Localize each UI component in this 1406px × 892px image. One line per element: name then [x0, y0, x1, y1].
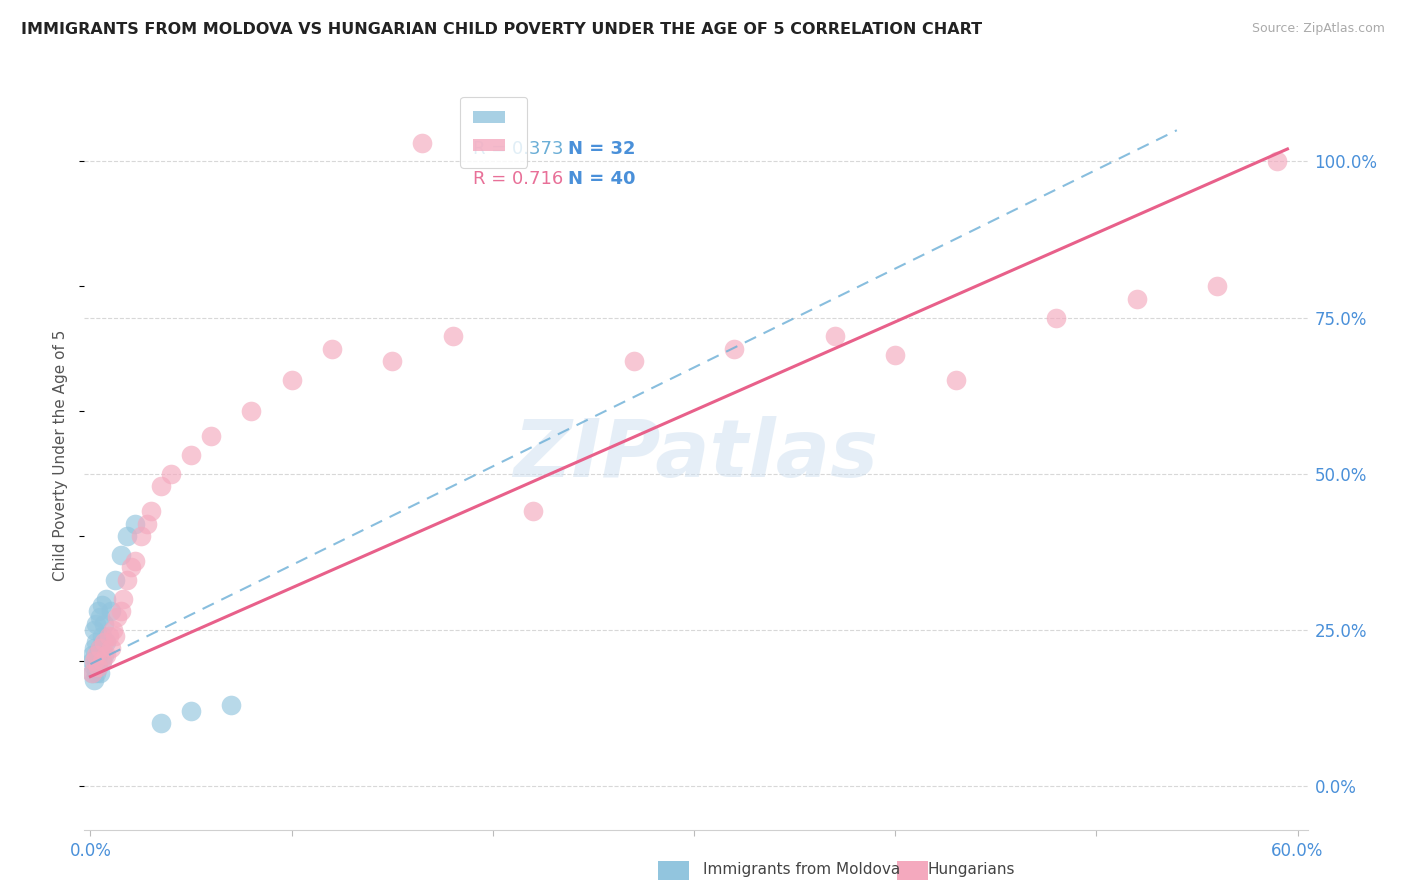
Point — [82, 666, 104, 681]
Text: Hungarians: Hungarians — [928, 863, 1015, 877]
Point — [411, 136, 433, 150]
Point — [103, 629, 125, 643]
Point — [93, 616, 115, 631]
Point — [1045, 310, 1067, 325]
Point — [824, 329, 846, 343]
Point — [945, 373, 967, 387]
Point — [83, 660, 105, 674]
Point — [82, 666, 104, 681]
Point — [1125, 292, 1147, 306]
Point — [89, 641, 111, 656]
Point — [120, 560, 142, 574]
Point — [180, 448, 202, 462]
Point — [110, 548, 132, 562]
Point — [110, 604, 132, 618]
Point — [86, 616, 108, 631]
Point — [124, 516, 146, 531]
Point — [89, 641, 111, 656]
Point — [111, 591, 134, 606]
Point — [160, 467, 183, 481]
Point — [82, 654, 104, 668]
Point — [87, 604, 110, 618]
Point — [89, 610, 111, 624]
Point — [93, 648, 115, 662]
Point — [89, 666, 111, 681]
Point — [124, 554, 146, 568]
Point — [103, 573, 125, 587]
Point — [1206, 279, 1229, 293]
Point — [723, 342, 745, 356]
Point — [321, 342, 343, 356]
Point — [884, 348, 907, 362]
Point — [86, 635, 108, 649]
Point — [96, 591, 118, 606]
Legend: , : , — [460, 97, 527, 168]
Point — [623, 354, 645, 368]
Text: IMMIGRANTS FROM MOLDOVA VS HUNGARIAN CHILD POVERTY UNDER THE AGE OF 5 CORRELATIO: IMMIGRANTS FROM MOLDOVA VS HUNGARIAN CHI… — [21, 22, 983, 37]
Point — [91, 654, 114, 668]
Point — [129, 529, 152, 543]
Text: N = 40: N = 40 — [568, 170, 636, 188]
Point — [83, 641, 105, 656]
Text: Source: ZipAtlas.com: Source: ZipAtlas.com — [1251, 22, 1385, 36]
Point — [100, 604, 122, 618]
Text: N = 32: N = 32 — [568, 140, 636, 158]
Point — [240, 404, 263, 418]
Point — [105, 610, 128, 624]
Point — [87, 660, 110, 674]
Point — [381, 354, 404, 368]
Point — [219, 698, 242, 712]
Point — [280, 373, 302, 387]
Point — [1267, 154, 1289, 169]
Text: Immigrants from Moldova: Immigrants from Moldova — [703, 863, 900, 877]
Text: R = 0.716: R = 0.716 — [474, 170, 564, 188]
Point — [522, 504, 544, 518]
Point — [87, 648, 110, 662]
Point — [135, 516, 157, 531]
Point — [101, 623, 124, 637]
Point — [180, 704, 202, 718]
Point — [139, 504, 162, 518]
Point — [91, 598, 114, 612]
Point — [441, 329, 464, 343]
Point — [91, 629, 114, 643]
Point — [91, 654, 114, 668]
Point — [200, 429, 222, 443]
Point — [96, 635, 118, 649]
Y-axis label: Child Poverty Under the Age of 5: Child Poverty Under the Age of 5 — [53, 329, 69, 581]
Point — [97, 629, 120, 643]
Point — [83, 673, 105, 687]
Point — [83, 654, 105, 668]
Point — [149, 716, 172, 731]
Point — [149, 479, 172, 493]
Point — [86, 666, 108, 681]
Point — [82, 648, 104, 662]
Point — [115, 529, 138, 543]
Point — [87, 660, 110, 674]
Text: R = 0.373: R = 0.373 — [474, 140, 564, 158]
Point — [86, 648, 108, 662]
Text: ZIPatlas: ZIPatlas — [513, 416, 879, 494]
Point — [100, 641, 122, 656]
Point — [93, 635, 115, 649]
Point — [83, 623, 105, 637]
Point — [86, 654, 108, 668]
Point — [96, 648, 118, 662]
Point — [115, 573, 138, 587]
